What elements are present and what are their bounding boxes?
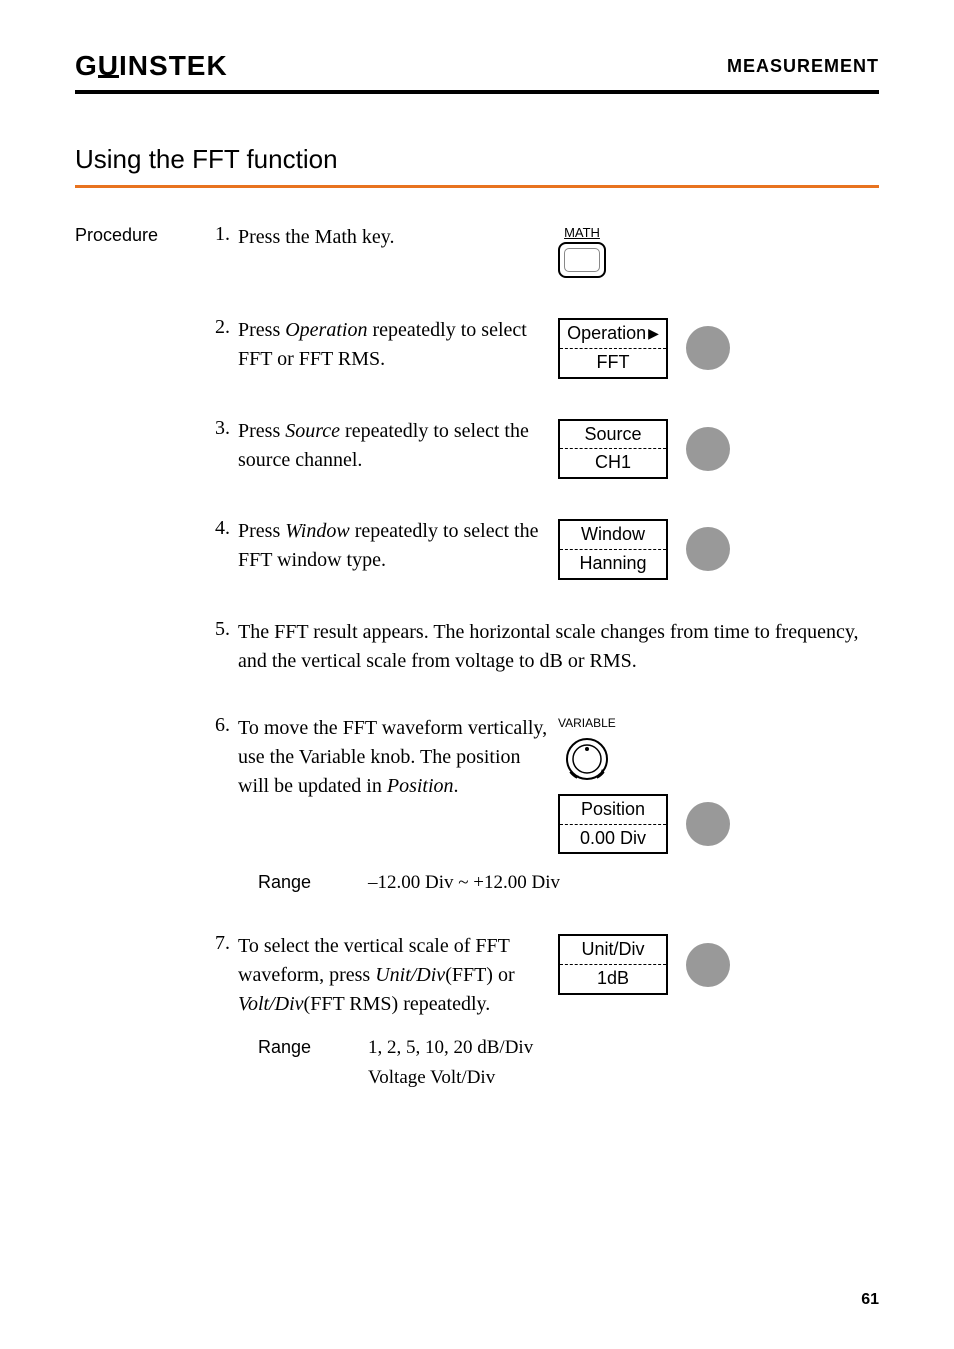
window-softkey: Window Hanning	[558, 519, 668, 580]
range-row: Range –12.00 Div ~ +12.00 Div	[258, 872, 879, 894]
softkey-bottom: CH1	[560, 449, 666, 477]
step-text: Press the Math key.	[238, 223, 558, 252]
step-number: 5.	[210, 618, 238, 676]
step-text: Press Window repeatedly to select the FF…	[238, 517, 558, 575]
page-header: GUINSTEK MEASUREMENT	[75, 50, 879, 94]
softkey-bottom: 0.00 Div	[560, 825, 666, 853]
step-text: Press Source repeatedly to select the so…	[238, 417, 558, 475]
step-controls: Operation▶ FFT	[558, 316, 879, 379]
step-3: 3. Press Source repeatedly to select the…	[210, 417, 879, 480]
math-button[interactable]	[558, 242, 606, 278]
softkey-button[interactable]	[686, 802, 730, 846]
step-controls: MATH	[558, 223, 879, 278]
variable-label: VARIABLE	[558, 716, 616, 730]
content-grid: Procedure 1. Press the Math key. MATH 2.…	[75, 223, 879, 1089]
step-1: 1. Press the Math key. MATH	[210, 223, 879, 278]
position-softkey: Position 0.00 Div	[558, 794, 668, 855]
logo: GUINSTEK	[75, 50, 228, 82]
softkey-top: Window	[560, 521, 666, 550]
softkey-button[interactable]	[686, 527, 730, 571]
step-controls: VARIABLE Position	[558, 714, 879, 855]
header-title: MEASUREMENT	[727, 56, 879, 77]
range-value: –12.00 Div ~ +12.00 Div	[368, 872, 879, 894]
step-number: 3.	[210, 417, 238, 440]
step-2: 2. Press Operation repeatedly to select …	[210, 316, 879, 379]
source-softkey: Source CH1	[558, 419, 668, 480]
step-7: 7. To select the vertical scale of FFT w…	[210, 932, 879, 1019]
step-number: 2.	[210, 316, 238, 339]
step-4: 4. Press Window repeatedly to select the…	[210, 517, 879, 580]
step-text: To select the vertical scale of FFT wave…	[238, 932, 558, 1019]
math-key: MATH	[558, 225, 606, 278]
softkey-bottom: 1dB	[560, 965, 666, 993]
range-label: Range	[258, 872, 368, 894]
step-5: 5. The FFT result appears. The horizonta…	[210, 618, 879, 676]
softkey-top: Position	[560, 796, 666, 825]
range-label: Range	[258, 1037, 368, 1059]
arrow-icon: ▶	[648, 326, 659, 341]
procedure-label: Procedure	[75, 223, 210, 1089]
step6-position-row: Position 0.00 Div	[558, 794, 730, 855]
section-title: Using the FFT function	[75, 144, 879, 188]
step-number: 4.	[210, 517, 238, 540]
math-label: MATH	[564, 225, 600, 240]
range-value: 1, 2, 5, 10, 20 dB/Div	[368, 1037, 879, 1059]
range-row: Range 1, 2, 5, 10, 20 dB/Div	[258, 1037, 879, 1059]
softkey-button[interactable]	[686, 943, 730, 987]
step-6: 6. To move the FFT waveform vertically, …	[210, 714, 879, 855]
step-controls: Window Hanning	[558, 517, 879, 580]
step-text: The FFT result appears. The horizontal s…	[238, 618, 879, 676]
knob-icon[interactable]	[562, 734, 612, 784]
range-value2: Voltage Volt/Div	[368, 1067, 879, 1089]
step-controls: Source CH1	[558, 417, 879, 480]
steps-container: 1. Press the Math key. MATH 2. Press Ope…	[210, 223, 879, 1089]
operation-softkey: Operation▶ FFT	[558, 318, 668, 379]
step-text: To move the FFT waveform vertically, use…	[238, 714, 558, 801]
step-6-wrapper: 6. To move the FFT waveform vertically, …	[210, 714, 879, 895]
step-7-wrapper: 7. To select the vertical scale of FFT w…	[210, 932, 879, 1089]
step-number: 7.	[210, 932, 238, 955]
softkey-top: Operation▶	[560, 320, 666, 349]
softkey-button[interactable]	[686, 427, 730, 471]
variable-knob: VARIABLE	[558, 716, 616, 784]
page-number: 61	[861, 1291, 879, 1309]
unitdiv-softkey: Unit/Div 1dB	[558, 934, 668, 995]
step-controls: Unit/Div 1dB	[558, 932, 879, 995]
range-label-empty	[258, 1067, 368, 1089]
softkey-top-text: Operation	[567, 324, 646, 344]
range-row-extra: Voltage Volt/Div	[258, 1067, 879, 1089]
softkey-bottom: FFT	[560, 349, 666, 377]
softkey-bottom: Hanning	[560, 550, 666, 578]
step-number: 6.	[210, 714, 238, 737]
softkey-button[interactable]	[686, 326, 730, 370]
softkey-top: Source	[560, 421, 666, 450]
step-text: Press Operation repeatedly to select FFT…	[238, 316, 558, 374]
step-number: 1.	[210, 223, 238, 246]
logo-text: GUINSTEK	[75, 50, 228, 82]
softkey-top: Unit/Div	[560, 936, 666, 965]
